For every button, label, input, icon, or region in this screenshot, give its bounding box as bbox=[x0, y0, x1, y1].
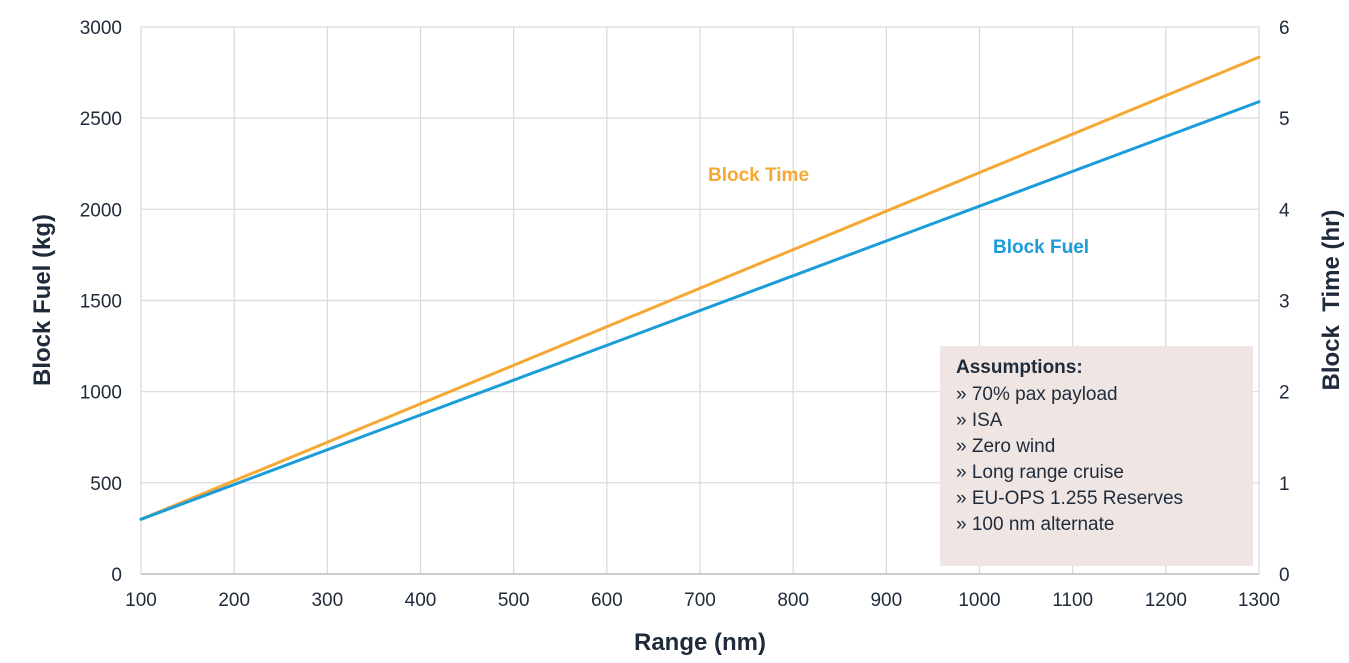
y-tick-labels: 0 500 1000 1500 2000 2500 3000 bbox=[80, 18, 122, 586]
assumptions-item: » Zero wind bbox=[956, 436, 1055, 457]
x-tick-label: 400 bbox=[405, 590, 437, 611]
series-lines bbox=[139, 55, 1261, 521]
assumptions-item: » EU-OPS 1.255 Reserves bbox=[956, 488, 1183, 509]
x-tick-label: 1100 bbox=[1052, 590, 1093, 611]
y-tick-label: 2000 bbox=[80, 200, 122, 221]
x-tick-label: 900 bbox=[870, 590, 902, 611]
x-tick-label: 1300 bbox=[1238, 590, 1280, 611]
assumptions-box: Assumptions: » 70% pax payload » ISA » Zer… bbox=[940, 346, 1253, 566]
y-tick-label: 0 bbox=[111, 565, 122, 586]
assumptions-item: » Long range cruise bbox=[956, 462, 1124, 483]
assumptions-item: » 70% pax payload bbox=[956, 384, 1118, 405]
x-tick-label: 500 bbox=[498, 590, 530, 611]
x-tick-labels: 100 200 300 400 500 600 700 800 900 1000 1100 1200 1… bbox=[125, 590, 1280, 611]
y-axis-title: Block Fuel (kg) bbox=[29, 214, 56, 386]
y2-tick-label: 2 bbox=[1279, 383, 1290, 404]
y2-tick-labels: 0 1 2 3 4 5 6 bbox=[1279, 18, 1290, 586]
x-tick-label: 300 bbox=[311, 590, 343, 611]
x-tick-label: 800 bbox=[777, 590, 809, 611]
x-tick-label: 600 bbox=[591, 590, 623, 611]
x-tick-label: 1200 bbox=[1145, 590, 1187, 611]
series-line-block-time bbox=[139, 55, 1261, 521]
x-tick-label: 700 bbox=[684, 590, 716, 611]
assumptions-item: » ISA bbox=[956, 410, 1003, 431]
y2-tick-label: 3 bbox=[1279, 292, 1290, 313]
y-tick-label: 3000 bbox=[80, 18, 122, 39]
x-tick-label: 200 bbox=[218, 590, 250, 611]
y-tick-label: 1000 bbox=[80, 383, 122, 404]
y2-tick-label: 6 bbox=[1279, 18, 1290, 39]
y-tick-label: 1500 bbox=[80, 292, 122, 313]
series-label-block-fuel: Block Fuel bbox=[993, 237, 1089, 258]
assumptions-background bbox=[940, 346, 1253, 566]
assumptions-item: » 100 nm alternate bbox=[956, 514, 1114, 535]
series-line-block-fuel bbox=[139, 100, 1261, 521]
y-tick-label: 2500 bbox=[80, 109, 122, 130]
x-axis-title: Range (nm) bbox=[634, 629, 766, 656]
series-label-block-time: Block Time bbox=[708, 165, 809, 186]
assumptions-list: » 70% pax payload » ISA » Zero wind » Long … bbox=[956, 384, 1183, 535]
y2-tick-label: 0 bbox=[1279, 565, 1290, 586]
assumptions-title: Assumptions: bbox=[956, 357, 1083, 378]
y2-tick-label: 1 bbox=[1279, 474, 1290, 495]
x-tick-label: 100 bbox=[125, 590, 157, 611]
y-tick-label: 500 bbox=[90, 474, 122, 495]
x-tick-label: 1000 bbox=[958, 590, 1000, 611]
grid bbox=[140, 26, 1260, 575]
y2-axis-title: Block Time (hr) bbox=[1318, 210, 1345, 391]
y2-tick-label: 4 bbox=[1279, 200, 1290, 221]
y2-tick-label: 5 bbox=[1279, 109, 1290, 130]
